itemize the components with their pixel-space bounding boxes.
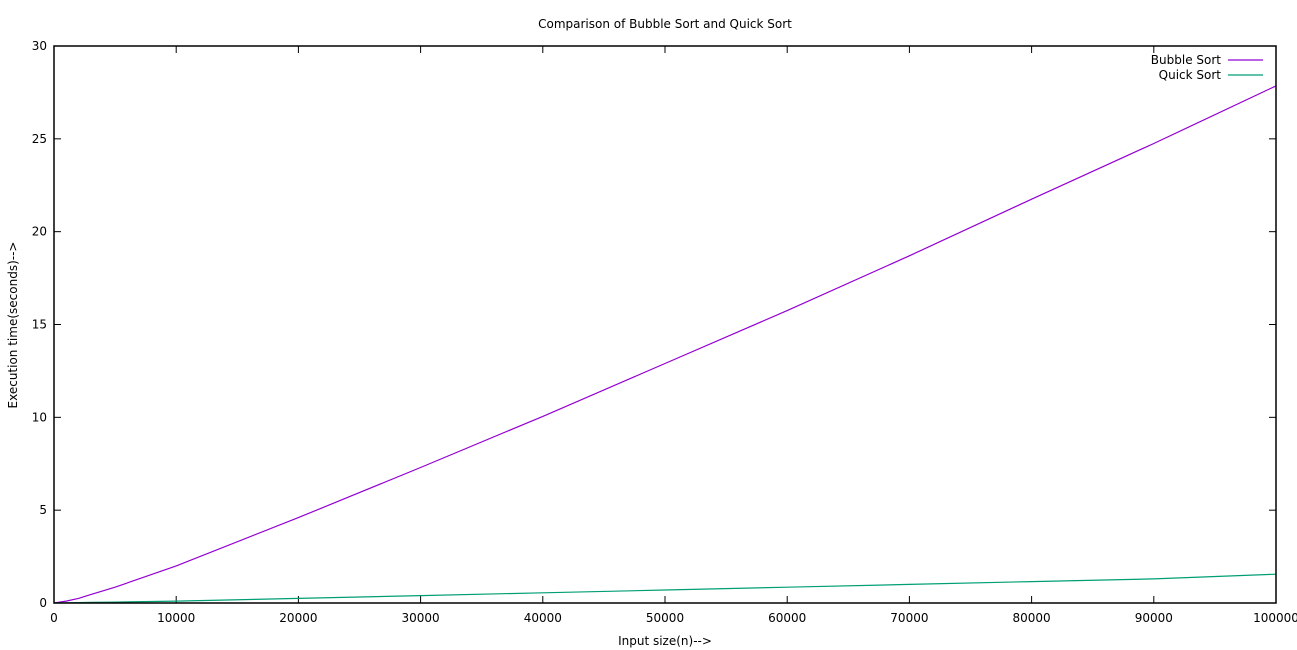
y-tick-label: 20 [32, 225, 47, 239]
y-tick-label: 25 [32, 132, 47, 146]
x-tick-label: 0 [50, 611, 58, 625]
x-axis-label: Input size(n)--> [618, 634, 712, 648]
x-tick-label: 30000 [402, 611, 440, 625]
axis-ticks: 0 10000 20000 30000 40000 50000 60000 70000 8000… [32, 39, 1297, 625]
chart-title: Comparison of Bubble Sort and Quick Sort [538, 17, 792, 31]
x-tick-label: 50000 [646, 611, 684, 625]
x-tick-label: 80000 [1013, 611, 1051, 625]
y-axis-label: Execution time(seconds)--> [6, 242, 20, 409]
x-tick-label: 90000 [1135, 611, 1173, 625]
y-tick-label: 30 [32, 39, 47, 53]
y-tick-label: 10 [32, 410, 47, 424]
y-tick-label: 0 [39, 596, 47, 610]
x-tick-label: 60000 [768, 611, 806, 625]
x-tick-label: 40000 [524, 611, 562, 625]
legend-label: Bubble Sort [1151, 53, 1221, 67]
series-lines [53, 85, 1277, 604]
x-tick-label: 70000 [890, 611, 928, 625]
y-tick-label: 5 [39, 503, 47, 517]
bubble-sort-series-line [53, 85, 1277, 604]
x-tick-label: 10000 [157, 611, 195, 625]
x-tick-label: 100000 [1253, 611, 1297, 625]
x-tick-label: 20000 [279, 611, 317, 625]
legend-label: Quick Sort [1159, 68, 1222, 82]
plot-frame [53, 45, 1277, 604]
y-tick-label: 15 [32, 318, 47, 332]
